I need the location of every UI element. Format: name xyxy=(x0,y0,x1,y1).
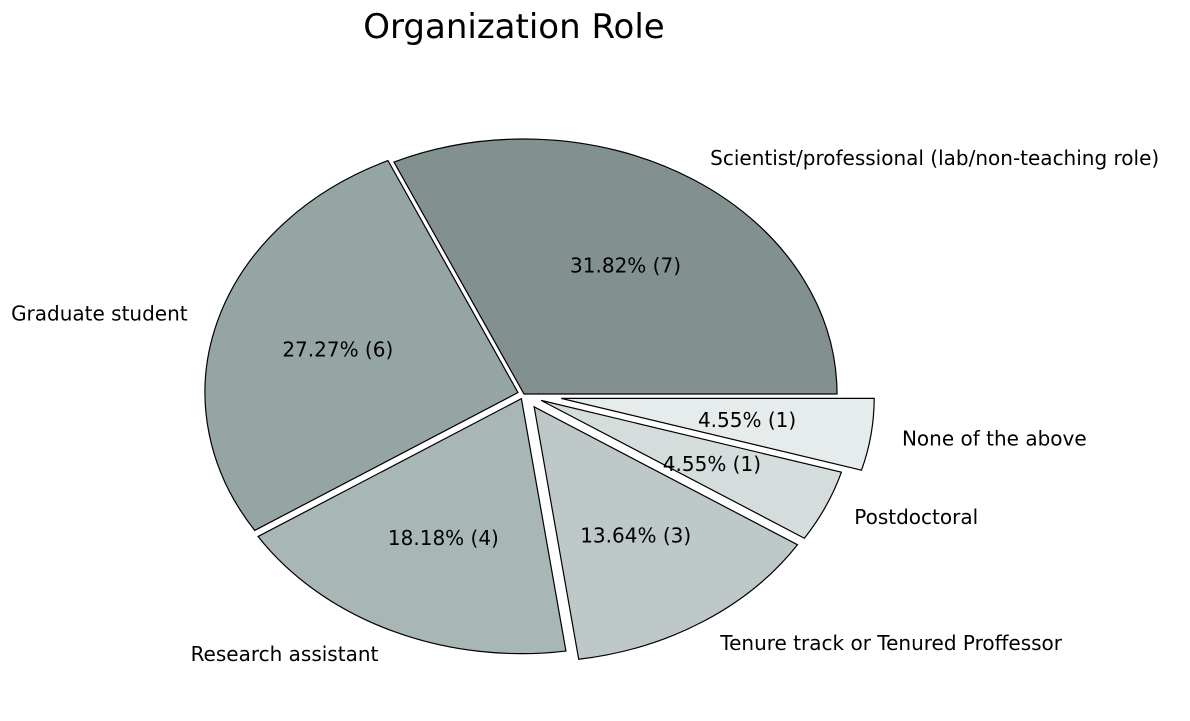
pie-slice-postdoctoral xyxy=(540,399,843,539)
pie-slice-scientist-professional-lab-non-teaching-role xyxy=(393,138,838,395)
pie-category-label: Postdoctoral xyxy=(854,505,978,529)
pie-percent-label: 27.27% (6) xyxy=(282,337,393,361)
pie-percent-label: 31.82% (7) xyxy=(570,253,681,277)
pie-labels: 31.82% (7) Scientist/professional (lab/no… xyxy=(11,146,1159,666)
pie-percent-label: 18.18% (4) xyxy=(388,526,499,550)
pie-percent-label: 4.55% (1) xyxy=(698,408,796,432)
pie-slice-graduate-student xyxy=(204,159,519,532)
pie-category-label: Scientist/professional (lab/non-teaching… xyxy=(710,146,1159,170)
pie-slice-none-of-the-above xyxy=(561,397,875,471)
pie-category-label: Graduate student xyxy=(11,302,188,326)
chart-title: Organization Role xyxy=(363,7,664,47)
pie-slice-tenure-track-or-tenured-proffessor xyxy=(533,405,799,660)
pie-category-label: Tenure track or Tenured Proffessor xyxy=(719,631,1062,655)
pie-percent-label: 4.55% (1) xyxy=(663,452,761,476)
pie-category-label: None of the above xyxy=(902,426,1087,450)
pie-category-label: Research assistant xyxy=(191,642,379,666)
pie-slice-research-assistant xyxy=(257,397,567,655)
pie-percent-label: 13.64% (3) xyxy=(580,524,691,548)
pie-slices xyxy=(204,138,875,660)
